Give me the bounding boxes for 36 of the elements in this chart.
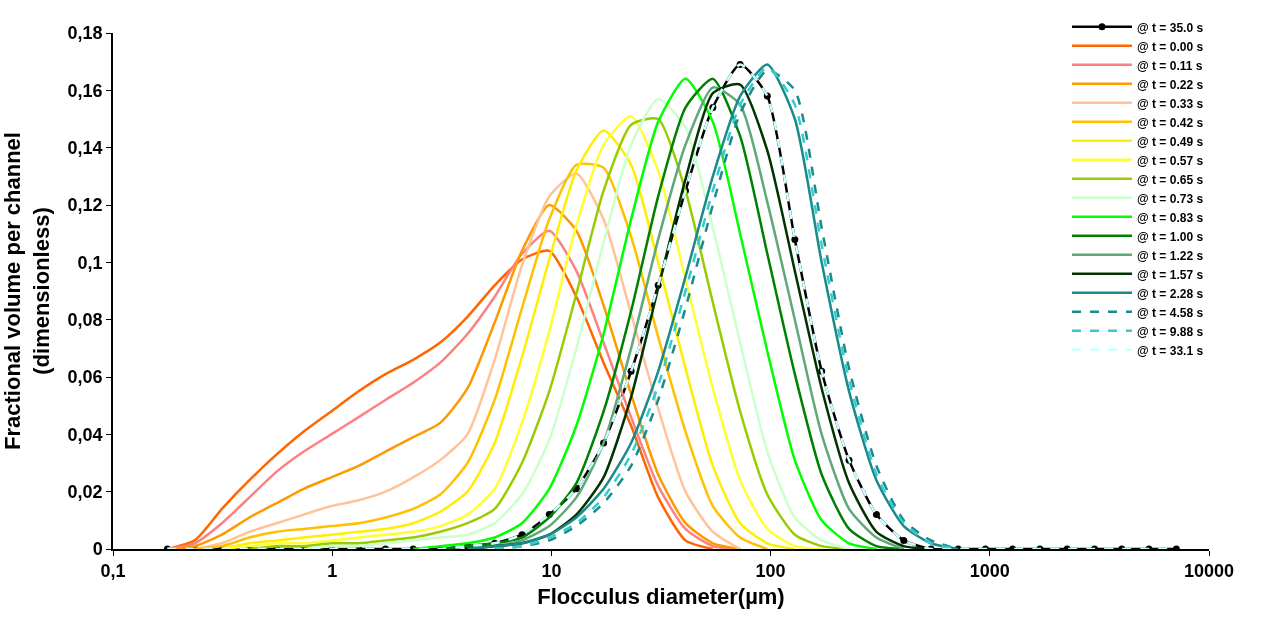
- legend-label: @ t = 0.57 s: [1137, 153, 1204, 168]
- y-tick-label: 0,02: [67, 481, 103, 502]
- x-tick-label: 1: [327, 561, 338, 582]
- x-tick-label: 1000: [969, 561, 1010, 582]
- y-tick-label: 0,18: [67, 23, 103, 44]
- legend-label: @ t = 0.65 s: [1137, 172, 1204, 187]
- y-tick-label: 0: [92, 539, 103, 560]
- legend-label: @ t = 4.58 s: [1137, 305, 1204, 320]
- y-tick-label: 0,06: [67, 367, 103, 388]
- x-tick-label: 10: [541, 561, 562, 582]
- legend-label: @ t = 0.83 s: [1137, 210, 1204, 225]
- legend-label: @ t = 0.00 s: [1137, 39, 1204, 54]
- legend-label: @ t = 1.00 s: [1137, 229, 1204, 244]
- legend-label: @ t = 0.42 s: [1137, 115, 1204, 130]
- legend-label: @ t = 1.22 s: [1137, 248, 1204, 263]
- y-tick-label: 0,04: [67, 424, 103, 445]
- y-axis-title: Fractional volume per channel (dimensionless): [0, 132, 54, 450]
- y-tick-label: 0,1: [77, 252, 103, 273]
- legend-label: @ t = 0.22 s: [1137, 77, 1204, 92]
- x-tick-label: 10000: [1183, 561, 1235, 582]
- legend-label: @ t = 9.88 s: [1137, 324, 1204, 339]
- y-tick-label: 0,12: [67, 195, 103, 216]
- x-tick-label: 0,1: [100, 561, 126, 582]
- legend-label: @ t = 1.57 s: [1137, 267, 1204, 282]
- y-tick-label: 0,14: [67, 137, 103, 158]
- legend-label: @ t = 0.33 s: [1137, 96, 1204, 111]
- legend-label: @ t = 0.11 s: [1137, 58, 1203, 73]
- legend-label: @ t = 35.0 s: [1137, 20, 1204, 35]
- y-tick-label: 0,16: [67, 80, 103, 101]
- y-tick-label: 0,08: [67, 309, 103, 330]
- legend-label: @ t = 0.49 s: [1137, 134, 1204, 149]
- legend-label: @ t = 0.73 s: [1137, 191, 1204, 206]
- legend-label: @ t = 33.1 s: [1137, 343, 1204, 358]
- legend-label: @ t = 2.28 s: [1137, 286, 1204, 301]
- x-tick-label: 100: [755, 561, 786, 582]
- x-axis-title: Flocculus diameter(µm): [537, 583, 785, 609]
